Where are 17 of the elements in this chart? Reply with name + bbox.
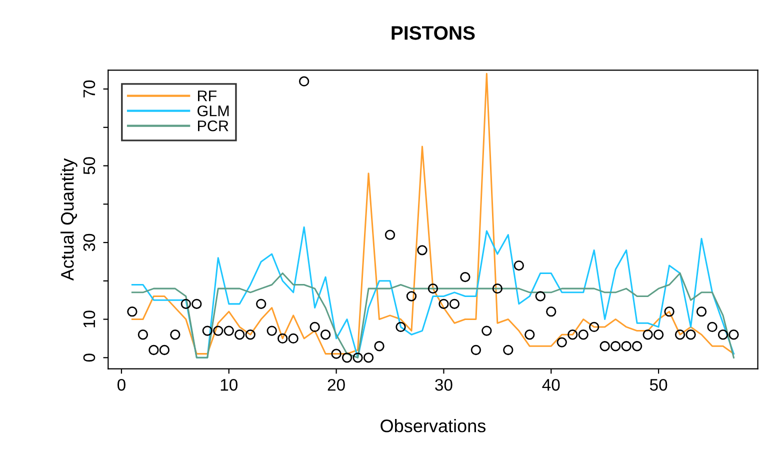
legend-label: RF (198, 90, 217, 102)
y-tick-label: 50 (83, 157, 96, 174)
x-tick-label: 0 (117, 378, 126, 391)
chart-title: PISTONS (392, 26, 475, 40)
y-tick-label: 10 (83, 310, 96, 328)
y-tick-label: 70 (83, 80, 96, 98)
legend-label: GLM (198, 105, 229, 116)
y-tick-label: 0 (83, 354, 96, 362)
legend-label: PCR (198, 120, 228, 132)
x-tick-label: 10 (220, 378, 238, 391)
x-tick-label: 50 (650, 378, 668, 391)
y-axis-title: Actual Quantity (60, 158, 78, 281)
x-tick-label: 20 (328, 378, 345, 391)
x-tick-label: 40 (542, 378, 560, 391)
x-axis-title: Observations (380, 419, 486, 432)
y-tick-label: 30 (83, 234, 96, 252)
x-tick-label: 30 (435, 378, 452, 391)
